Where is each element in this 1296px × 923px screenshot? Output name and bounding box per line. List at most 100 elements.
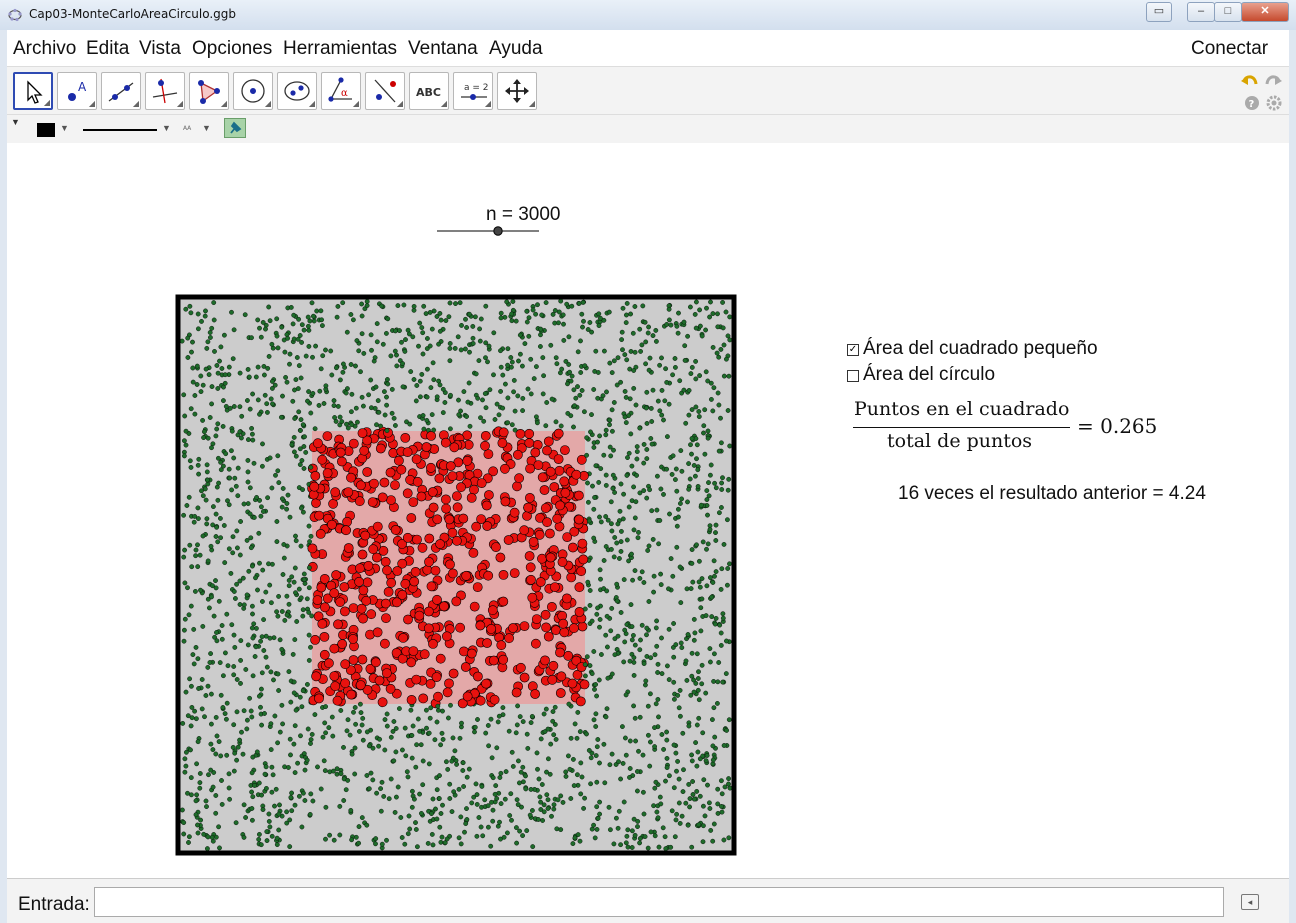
input-history-icon[interactable]: ◂	[1241, 894, 1259, 910]
inside-point	[466, 492, 477, 503]
menu-opciones[interactable]: Opciones	[192, 38, 273, 59]
minimize-icon[interactable]: –	[1187, 2, 1215, 22]
outside-point	[612, 636, 618, 642]
input-field[interactable]	[94, 887, 1224, 917]
outside-point	[545, 756, 551, 762]
menu-ayuda[interactable]: Ayuda	[489, 38, 543, 59]
color-dropdown-icon[interactable]: ▼	[60, 123, 69, 133]
inside-point	[403, 614, 413, 625]
color-swatch[interactable]	[37, 123, 55, 137]
move-view-tool-button[interactable]: ◢	[497, 72, 537, 110]
outside-point	[541, 373, 546, 379]
conectar-button[interactable]: Conectar	[1191, 38, 1269, 59]
outside-point	[275, 671, 281, 677]
outside-point	[466, 766, 472, 772]
outside-point	[337, 804, 343, 809]
outside-point	[528, 720, 534, 725]
undo-icon[interactable]	[1240, 72, 1260, 92]
move-tool-button[interactable]: ◢	[13, 72, 53, 110]
outside-point	[205, 596, 211, 602]
outside-point	[254, 625, 259, 631]
inside-point	[406, 694, 417, 705]
outside-point	[653, 779, 659, 785]
outside-point	[244, 726, 250, 732]
inside-point	[519, 672, 530, 683]
outside-point	[210, 747, 216, 752]
ellipse-tool-button[interactable]: ◢	[277, 72, 317, 110]
settings-icon[interactable]	[1266, 95, 1282, 111]
stylebar-toggle-icon[interactable]: ▼	[11, 117, 20, 127]
outside-point	[620, 516, 626, 522]
menu-edita[interactable]: Edita	[86, 38, 130, 59]
outside-point	[695, 687, 701, 693]
point-tool-button[interactable]: A ◢	[57, 72, 97, 110]
outside-point	[266, 561, 271, 567]
menu-herramientas[interactable]: Herramientas	[283, 38, 398, 59]
graphics-view[interactable]: n = 3000 ✓ Área del cuadrado pequeño Áre…	[7, 143, 1289, 878]
outside-point	[205, 846, 210, 851]
slider-handle[interactable]	[493, 226, 503, 236]
label-style-dropdown-icon[interactable]: ▼	[202, 123, 211, 133]
outside-point	[215, 497, 221, 503]
outside-point	[186, 834, 192, 840]
outside-point	[262, 372, 267, 378]
close-icon[interactable]: ✕	[1241, 2, 1289, 22]
outside-point	[301, 466, 307, 471]
menu-vista[interactable]: Vista	[139, 38, 181, 59]
label-style-icon[interactable]: ᴬᴬ	[183, 124, 192, 134]
outside-point	[349, 422, 355, 428]
restore-icon[interactable]: ▭	[1146, 2, 1172, 22]
text-tool-button[interactable]: ABC ◢	[409, 72, 449, 110]
outside-point	[183, 763, 189, 769]
outside-point	[251, 621, 257, 627]
outside-point	[263, 654, 269, 660]
outside-point	[207, 330, 213, 335]
polygon-tool-button[interactable]: ◢	[189, 72, 229, 110]
outside-point	[520, 408, 525, 414]
outside-point	[553, 419, 559, 425]
inside-point	[358, 613, 368, 624]
outside-point	[247, 406, 253, 412]
outside-point	[187, 303, 193, 309]
outside-point	[693, 740, 698, 745]
outside-point	[585, 579, 591, 585]
outside-point	[624, 833, 630, 839]
circle-area-checkbox[interactable]	[847, 370, 859, 382]
maximize-icon[interactable]: □	[1214, 2, 1242, 22]
n-slider[interactable]	[435, 225, 541, 237]
line-tool-button[interactable]: ◢	[101, 72, 141, 110]
angle-tool-button[interactable]: α ◢	[321, 72, 361, 110]
circle-tool-button[interactable]: ◢	[233, 72, 273, 110]
outside-point	[292, 802, 298, 808]
menu-ventana[interactable]: Ventana	[408, 38, 478, 59]
outside-point	[299, 505, 304, 511]
outside-point	[241, 835, 247, 840]
inside-point	[434, 473, 445, 484]
outside-point	[686, 781, 692, 787]
outside-point	[310, 391, 316, 396]
menu-archivo[interactable]: Archivo	[13, 38, 77, 59]
outside-point	[199, 318, 204, 324]
square-area-checkbox[interactable]: ✓	[847, 344, 859, 356]
reflect-tool-button[interactable]: ◢	[365, 72, 405, 110]
slider-tool-button[interactable]: a = 2 ◢	[453, 72, 493, 110]
outside-point	[709, 614, 715, 619]
outside-point	[703, 327, 708, 333]
outside-point	[694, 299, 699, 305]
outside-point	[608, 453, 614, 459]
outside-point	[204, 804, 209, 809]
redo-icon[interactable]	[1263, 72, 1283, 92]
outside-point	[567, 369, 572, 375]
perpendicular-tool-button[interactable]: ◢	[145, 72, 185, 110]
outside-point	[597, 433, 602, 439]
help-icon[interactable]: ?	[1244, 95, 1260, 111]
outside-point	[699, 596, 705, 602]
line-style-preview[interactable]	[83, 129, 157, 131]
line-style-dropdown-icon[interactable]: ▼	[162, 123, 171, 133]
outside-point	[632, 832, 638, 838]
pin-button[interactable]	[224, 118, 246, 138]
outside-point	[703, 369, 709, 375]
outside-point	[655, 815, 661, 821]
outside-point	[263, 589, 269, 595]
outside-point	[525, 386, 531, 392]
